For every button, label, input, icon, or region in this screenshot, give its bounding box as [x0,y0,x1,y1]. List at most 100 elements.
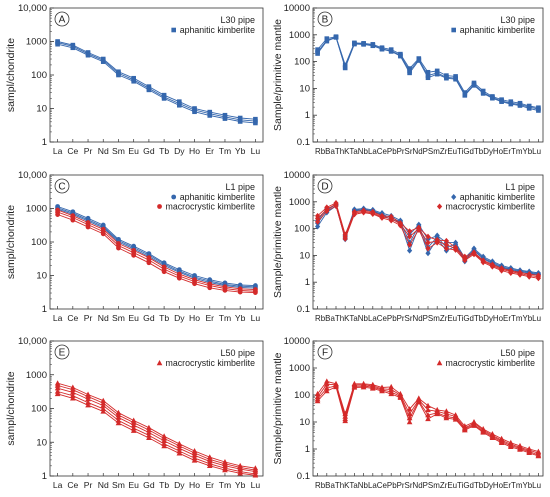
y-tick-label: 10 [36,437,47,448]
plot-area [49,7,264,143]
data-point [146,429,152,435]
y-tick-label: 1 [42,471,47,482]
data-point [324,378,330,384]
x-tick-label: Dy [174,146,185,156]
data-point [131,252,137,258]
series-5 [55,212,258,295]
data-point [324,381,330,387]
data-point [406,419,413,425]
data-point [535,275,541,282]
legend-label: macrocrystic kimberlite [446,358,536,368]
y-tick-label: 1 [42,304,47,315]
data-point [453,246,459,253]
series-line [57,41,256,120]
y-tick-label: 1000 [289,197,310,208]
y-tick-label: 10,000 [18,170,47,181]
data-point [70,392,76,398]
data-point [85,52,91,58]
x-tick-label: Tm [219,480,231,490]
data-point [443,408,450,414]
legend-label: macrocrystic kimberlite [166,202,256,212]
legend-label: aphanitic kimberlite [180,25,255,35]
data-point [443,245,449,252]
series-line [57,209,256,291]
x-tick-label: Pr [84,146,93,156]
y-tick-label: 1 [305,277,310,288]
panel-letter: C [58,182,65,193]
y-axis-label: Sample/primitive mantle [272,186,284,298]
data-point [253,120,258,126]
y-tick-label: 10000 [284,170,310,181]
data-point [361,42,366,47]
data-point [161,269,167,275]
data-point [407,70,412,76]
data-point [70,217,76,223]
data-point [480,429,486,435]
data-point [100,231,106,237]
x-tick-label: Ho [189,313,200,323]
data-point [100,59,106,64]
data-point [471,422,477,428]
x-tick-label: Nd [98,313,109,323]
data-point [388,390,394,397]
legend-title: L30 pipe [220,15,255,25]
data-point [333,383,339,390]
y-axis-label: sampl/chondrite [5,38,17,112]
x-tick-label: Tm [219,146,231,156]
data-point [434,71,440,77]
data-point [499,99,504,104]
x-tick-label: Ho [189,146,200,156]
data-point [222,287,228,293]
data-point [333,202,339,209]
x-tick-labels: RbBaThKTaNbLaCePbPrSrNdPSmZrEuTiGdTbDyHo… [315,313,541,323]
y-tick-label: 0.1 [297,471,310,482]
x-tick-label: La [53,146,63,156]
panel-letter-circle [54,11,70,27]
data-point [100,408,107,414]
x-tick-label: Yb [235,146,246,156]
data-point [70,395,76,401]
y-tick-label: 100 [31,70,47,81]
x-tick-label: Tb [159,480,169,490]
data-point [176,275,182,281]
data-point [498,439,505,445]
data-point [480,91,486,96]
data-point [517,446,523,452]
data-point [425,245,431,252]
data-point [315,215,321,222]
data-point [191,457,198,463]
series-line [57,214,256,293]
x-tick-label: Nd [98,146,109,156]
data-point [161,437,167,444]
data-point [130,427,137,433]
data-point [237,119,243,124]
data-point [425,233,431,240]
data-point [70,386,76,392]
data-point [370,211,376,218]
data-point [130,422,137,428]
legend-title: L30 pipe [500,15,535,25]
data-point [191,452,198,458]
data-point [443,237,449,244]
data-point [471,251,477,258]
x-tick-label: Lu [251,313,261,323]
data-point [536,108,541,113]
data-point [342,65,348,71]
legend-title: L50 pipe [220,348,255,358]
x-tick-label: Pr [84,313,93,323]
y-axis-label: sampl/chondrite [5,205,17,279]
legend-title: L1 pipe [505,182,535,192]
data-point [146,87,152,93]
legend-marker [451,27,456,33]
data-point [55,212,61,217]
legend-marker [436,203,443,210]
data-point [489,434,496,440]
data-point [508,270,514,277]
data-point [425,402,431,408]
panel-letter-circle [54,344,70,360]
data-point [379,388,385,394]
data-point [471,83,477,88]
y-tick-label: 10,000 [18,3,47,14]
series-line [57,43,256,124]
